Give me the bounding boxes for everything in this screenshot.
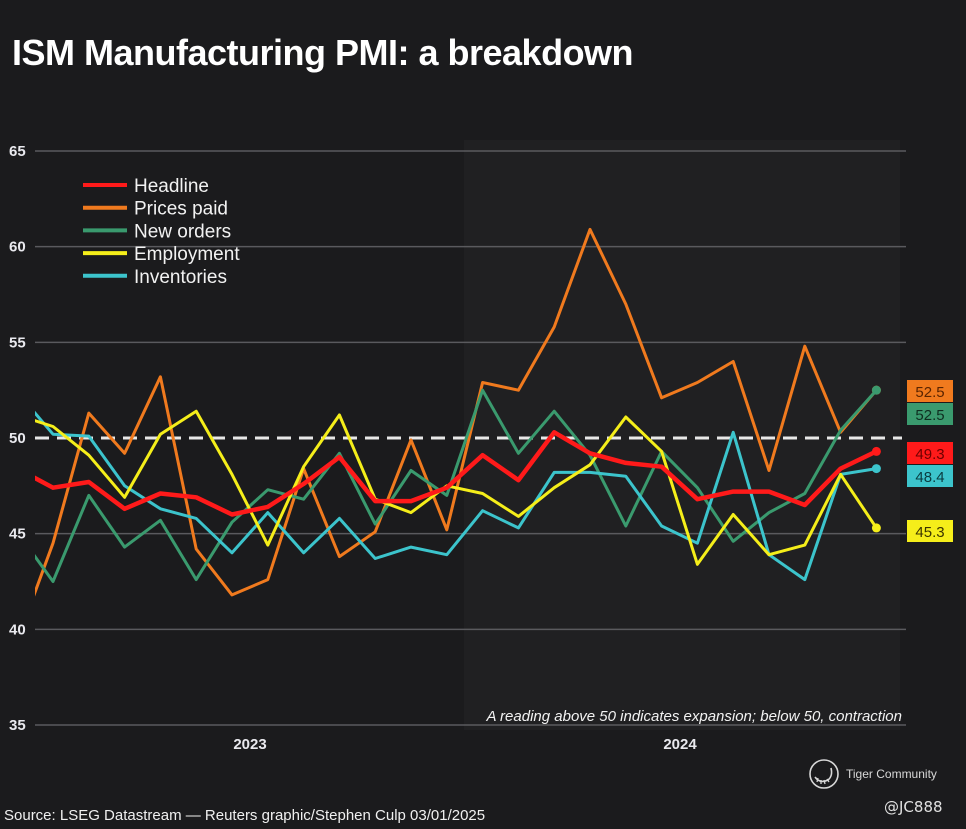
watermark: Tiger Community	[808, 757, 958, 791]
y-tick-label: 55	[9, 334, 26, 351]
y-tick-label: 45	[9, 526, 26, 543]
y-tick-label: 60	[9, 239, 26, 256]
y-axis: 35 40 45 50 55 60 65	[9, 143, 26, 734]
x-tick-label-2023: 2023	[233, 736, 266, 753]
legend-label-prices-paid: Prices paid	[134, 199, 228, 220]
series-end-marker-employment	[871, 523, 881, 533]
end-label-new-orders: 52.5	[915, 407, 944, 424]
end-label-employment: 45.3	[915, 524, 944, 541]
end-label-prices-paid: 52.5	[915, 384, 944, 401]
legend-label-inventories: Inventories	[134, 267, 227, 288]
series-line-headline	[35, 430, 878, 517]
tiger-logo-icon	[809, 759, 839, 789]
end-label-box-employment	[907, 520, 953, 542]
series-end-marker-headline	[871, 446, 881, 456]
end-label-box-inventories	[907, 465, 953, 487]
legend-label-employment: Employment	[134, 244, 240, 265]
source-credit: Source: LSEG Datastream — Reuters graphi…	[4, 807, 486, 824]
y-tick-label: 50	[9, 430, 26, 447]
plot-shading-2024	[464, 140, 900, 730]
end-label-box-headline	[907, 442, 953, 464]
x-tick-label-2024: 2024	[663, 736, 697, 753]
y-tick-label: 65	[9, 143, 26, 160]
series-line-prices-paid	[35, 227, 878, 597]
legend-label-headline: Headline	[134, 176, 209, 197]
legend-label-new-orders: New orders	[134, 221, 231, 242]
y-tick-label: 35	[9, 717, 26, 734]
series-end-marker-new-orders	[871, 385, 881, 395]
end-label-headline: 49.3	[915, 446, 944, 463]
y-tick-label: 40	[9, 621, 26, 638]
gridlines	[35, 150, 906, 726]
end-label-box-prices-paid	[907, 380, 953, 402]
watermark-text: Tiger Community	[846, 767, 937, 781]
annotation-note: A reading above 50 indicates expansion; …	[485, 708, 902, 725]
watermark-handle: @JC888	[884, 798, 943, 816]
series-line-inventories	[35, 410, 877, 582]
series-end-marker-inventories	[871, 464, 881, 474]
end-label-box-new-orders	[907, 403, 953, 425]
series-group	[35, 227, 881, 597]
series-line-new-orders	[35, 388, 878, 583]
chart-title: ISM Manufacturing PMI: a breakdown	[12, 32, 634, 73]
end-value-labels: 49.3 52.5 52.5 45.3 48.4	[907, 380, 953, 542]
end-label-inventories: 48.4	[915, 469, 944, 486]
